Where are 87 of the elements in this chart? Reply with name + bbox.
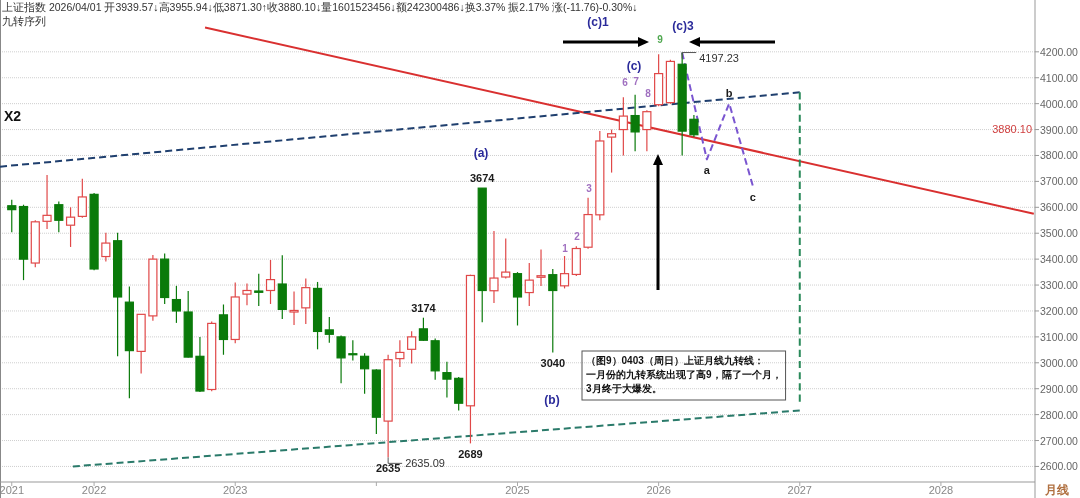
x-tick-label: 2027 — [787, 484, 813, 496]
text: 九转序列 — [2, 15, 46, 27]
candlestick — [42, 174, 52, 230]
annotation: 3月终于大爆发。 — [586, 383, 662, 394]
candlestick — [559, 255, 570, 290]
annotation: 3040 — [540, 357, 566, 370]
candlestick — [642, 109, 652, 152]
candlestick — [324, 316, 334, 344]
y-tick-label: 2700.00 — [1040, 434, 1079, 447]
annotation: 9 — [657, 34, 664, 45]
annotation: (c) — [626, 59, 642, 73]
annotation: 4197.23 — [699, 51, 739, 64]
candlestick — [489, 230, 499, 304]
annotation: （图9）0403（周日）上证月线九转线： — [586, 355, 764, 366]
y-tick-label: 3200.00 — [1040, 304, 1079, 317]
annotation: 2 — [574, 231, 581, 242]
candlestick — [301, 277, 311, 325]
candlestick — [336, 334, 346, 384]
candlestick — [242, 282, 252, 306]
candlestick — [54, 201, 64, 233]
annotation: 8 — [645, 88, 652, 99]
candlestick — [512, 271, 523, 327]
x-tick-label: 2023 — [222, 484, 248, 496]
y-tick-label: 3700.00 — [1040, 175, 1079, 188]
annotation: c — [749, 190, 756, 203]
y-tick-label: 3400.00 — [1040, 253, 1079, 266]
candlestick — [395, 339, 405, 368]
candlestick — [442, 361, 452, 399]
candlestick — [418, 317, 429, 342]
y-tick-label: 4200.00 — [1040, 45, 1079, 58]
line-series — [681, 51, 754, 187]
x-tick-label: 2025 — [505, 484, 530, 496]
candlestick — [501, 237, 511, 280]
candlestick — [77, 178, 87, 219]
annotation: 3 — [586, 183, 593, 194]
annotation: (b) — [544, 393, 560, 407]
annotation: 3880.10 — [992, 123, 1032, 135]
y-tick-label: 2600.00 — [1040, 460, 1079, 473]
y-tick-label: 3000.00 — [1040, 356, 1079, 369]
x-tick-label: 2022 — [81, 484, 107, 496]
candlestick — [7, 199, 17, 233]
candlestick — [606, 128, 617, 174]
chart-title: 上证指数 2026/04/01 开3939.57↓高3955.94↓低3871.30↑收3880.10↓量1601523456↓额242300486↓换3.37% 振2.17% 涨(-11.76)-0.30%↓ — [2, 1, 638, 13]
candlestick — [171, 285, 182, 324]
candlestick — [524, 262, 534, 307]
candlestick — [65, 206, 76, 248]
annotation: (c)1 — [587, 15, 609, 29]
annotation: b — [725, 87, 733, 100]
annotation: 1 — [562, 243, 569, 254]
annotation: 7 — [633, 76, 640, 87]
annotation: 2635 — [375, 462, 401, 475]
candlestick — [536, 248, 546, 287]
annotation: 2635.09 — [405, 457, 445, 470]
annotation: X2 — [4, 108, 22, 124]
candlestick — [689, 114, 699, 138]
annotation: 3174 — [411, 301, 437, 314]
annotation: (a) — [473, 146, 489, 160]
annotation: 一月份的九转系统出现了高9，隔了一个月， — [586, 369, 782, 380]
annotation: 6 — [622, 77, 629, 88]
y-tick-label: 3500.00 — [1040, 227, 1079, 240]
candlestick — [407, 330, 417, 365]
candlestick — [101, 232, 111, 263]
y-tick-label: 4000.00 — [1040, 97, 1079, 110]
y-tick-label: 2800.00 — [1040, 408, 1079, 421]
candlestick — [348, 339, 358, 362]
candlestick — [289, 290, 299, 326]
y-tick-label: 4100.00 — [1040, 71, 1079, 84]
y-tick-label: 3100.00 — [1040, 330, 1079, 343]
x-tick-label: 2021 — [0, 484, 24, 496]
y-tick-label: 3600.00 — [1040, 201, 1079, 214]
candlestick — [630, 94, 640, 152]
annotation: 3674 — [469, 172, 496, 185]
candlestick — [360, 352, 370, 395]
y-tick-label: 3900.00 — [1040, 123, 1079, 136]
x-tick-label: 2026 — [646, 484, 671, 496]
candlestick — [254, 273, 264, 307]
y-tick-label: 2900.00 — [1040, 382, 1079, 395]
annotation: a — [703, 164, 711, 177]
candlestick — [548, 268, 558, 354]
x-tick-label: 2028 — [928, 484, 954, 496]
candlestick — [618, 96, 628, 157]
y-tick-label: 3300.00 — [1040, 279, 1079, 292]
annotation: 2689 — [458, 448, 483, 461]
candlestick — [265, 259, 276, 305]
text: 月线 — [1044, 483, 1069, 497]
annotation: (c)3 — [672, 19, 694, 33]
y-tick-label: 3800.00 — [1040, 149, 1079, 162]
